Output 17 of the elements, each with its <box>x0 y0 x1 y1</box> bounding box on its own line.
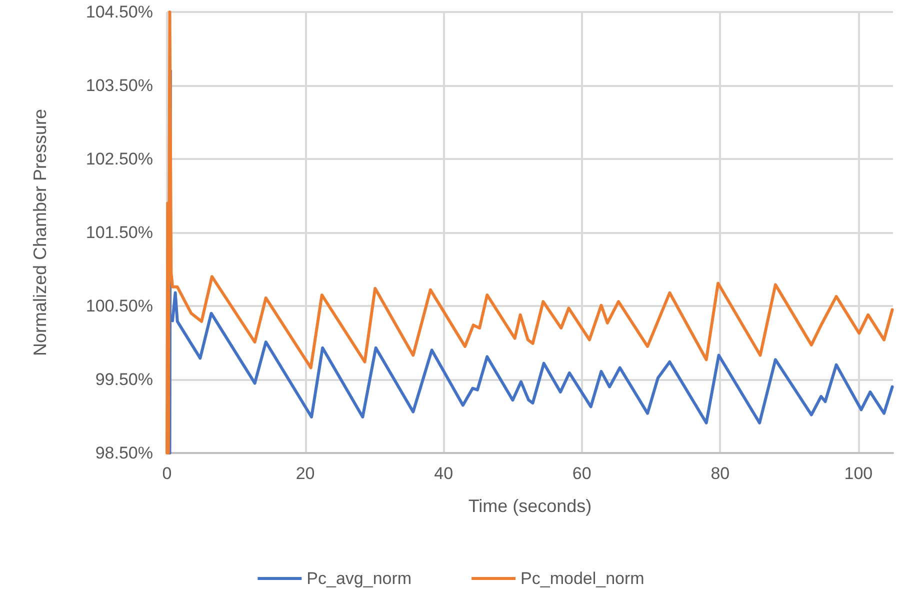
y-tick-label: 100.50% <box>86 296 153 316</box>
y-axis-title: Normalized Chamber Pressure <box>30 108 50 356</box>
x-tick-label: 20 <box>296 464 315 483</box>
y-tick-label: 104.50% <box>86 2 153 22</box>
x-axis-title: Time (seconds) <box>468 496 592 516</box>
x-tick-label: 80 <box>710 464 730 483</box>
y-tick-label: 102.50% <box>86 150 153 168</box>
y-tick-label: 99.50% <box>95 370 153 389</box>
legend-label: Pc_avg_norm <box>306 569 412 588</box>
y-tick-label: 103.50% <box>86 76 153 95</box>
legend-label: Pc_model_norm <box>520 569 644 588</box>
y-tick-label: 98.50% <box>95 444 153 462</box>
y-tick-label: 101.50% <box>86 223 153 242</box>
x-tick-label: 0 <box>162 464 172 483</box>
x-tick-label: 100 <box>844 464 873 483</box>
x-tick-label: 40 <box>434 464 454 483</box>
x-tick-label: 60 <box>572 464 592 483</box>
